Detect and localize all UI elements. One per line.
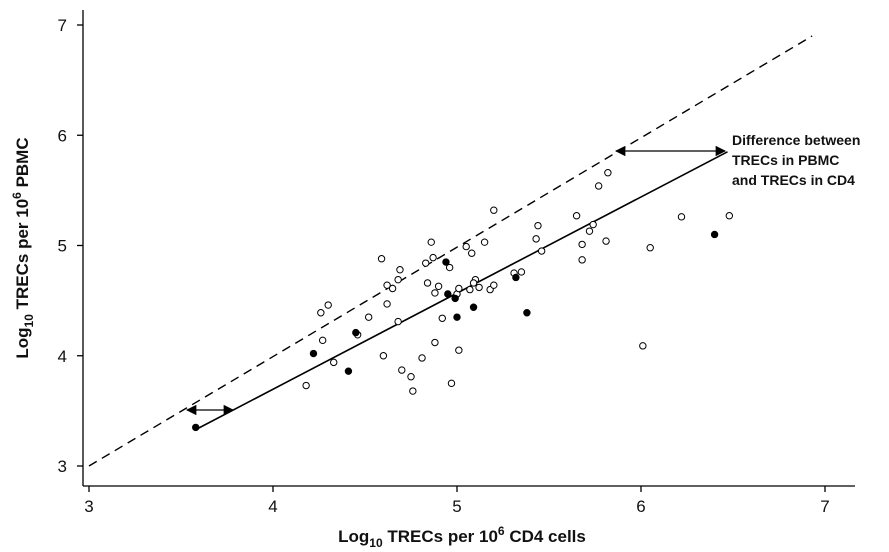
- open-data-point: [475, 283, 483, 292]
- open-data-point: [445, 263, 454, 272]
- y-axis-title: Log10 TRECs per 106 PBMC: [10, 137, 36, 358]
- open-data-point: [377, 255, 386, 263]
- identity-line-dashed: [88, 35, 813, 467]
- open-data-point: [677, 213, 686, 221]
- annotation-line-2: TRECs in PBMC: [732, 152, 839, 168]
- open-data-point: [490, 281, 498, 289]
- open-data-point: [517, 268, 526, 276]
- filled-data-point: [344, 367, 353, 375]
- open-data-point: [434, 282, 443, 290]
- y-tick-label: 6: [58, 126, 67, 145]
- open-data-point: [639, 342, 647, 350]
- open-data-point: [364, 313, 373, 321]
- axes: 3 4 5 6 7 3 4 5 6 7: [58, 10, 855, 516]
- open-data-point: [537, 247, 546, 255]
- open-data-point: [532, 235, 540, 243]
- open-data-point: [646, 244, 654, 252]
- open-data-point: [423, 279, 432, 287]
- open-data-point: [394, 275, 402, 284]
- open-data-point: [330, 358, 338, 367]
- open-data-point: [455, 284, 463, 293]
- open-data-point: [447, 379, 456, 388]
- y-tick-label: 5: [58, 237, 67, 256]
- open-data-point: [602, 237, 610, 245]
- open-data-point: [394, 317, 402, 326]
- open-data-point: [409, 387, 417, 395]
- x-tick-label: 5: [452, 497, 461, 516]
- open-data-point: [422, 259, 430, 267]
- open-data-point: [585, 227, 594, 235]
- open-data-point: [572, 212, 581, 220]
- annotation: Difference between TRECs in PBMC and TRE…: [185, 132, 860, 416]
- filled-data-point: [523, 309, 531, 317]
- open-data-point: [431, 289, 439, 297]
- open-data-point: [383, 281, 391, 289]
- filled-data-point: [192, 423, 200, 432]
- filled-data-point: [442, 258, 450, 266]
- annotation-line-3: and TRECs in CD4: [732, 172, 855, 188]
- open-data-point: [589, 220, 597, 229]
- open-data-point: [383, 300, 391, 308]
- open-data-point: [379, 352, 388, 360]
- open-data-point: [431, 338, 439, 347]
- filled-data-point: [444, 290, 452, 298]
- open-data-point: [462, 242, 470, 251]
- trend-lines: [88, 35, 813, 467]
- open-data-point: [388, 284, 397, 293]
- open-data-point: [468, 249, 476, 257]
- filled-data-point: [451, 294, 459, 303]
- x-tick-label: 7: [820, 497, 829, 516]
- filled-data-point: [469, 303, 478, 311]
- open-data-point: [302, 381, 310, 390]
- y-tick-label: 3: [58, 457, 67, 476]
- open-data-point: [429, 253, 437, 262]
- open-data-point: [418, 354, 426, 362]
- filled-data-point: [309, 349, 318, 358]
- open-data-point: [455, 346, 463, 354]
- open-data-point: [407, 372, 415, 381]
- open-data-point: [594, 182, 603, 190]
- filled-data-point: [453, 313, 461, 321]
- data-points: [192, 169, 734, 432]
- filled-data-point: [710, 230, 719, 239]
- open-data-point: [398, 366, 406, 374]
- open-data-point: [438, 314, 446, 322]
- x-tick-label: 4: [268, 497, 277, 516]
- open-data-point: [427, 238, 435, 246]
- open-data-point: [466, 285, 474, 294]
- open-data-point: [324, 301, 332, 309]
- open-data-point: [469, 279, 478, 287]
- open-data-point: [490, 206, 498, 214]
- open-data-point: [480, 238, 489, 246]
- x-tick-label: 6: [636, 497, 645, 516]
- filled-data-point: [512, 273, 520, 282]
- y-tick-label: 4: [58, 347, 67, 366]
- x-axis-title: Log10 TRECs per 106 CD4 cells: [338, 524, 586, 550]
- x-tick-label: 3: [84, 497, 93, 516]
- open-data-point: [534, 221, 542, 230]
- annotation-line-1: Difference between: [732, 132, 860, 148]
- open-data-point: [725, 212, 734, 220]
- open-data-point: [396, 266, 404, 274]
- open-data-point: [604, 169, 612, 177]
- open-data-point: [317, 309, 325, 317]
- y-tick-label: 7: [58, 16, 67, 35]
- open-data-point: [578, 240, 586, 249]
- filled-data-point: [352, 328, 360, 337]
- open-data-point: [578, 256, 586, 264]
- open-data-point: [318, 336, 327, 345]
